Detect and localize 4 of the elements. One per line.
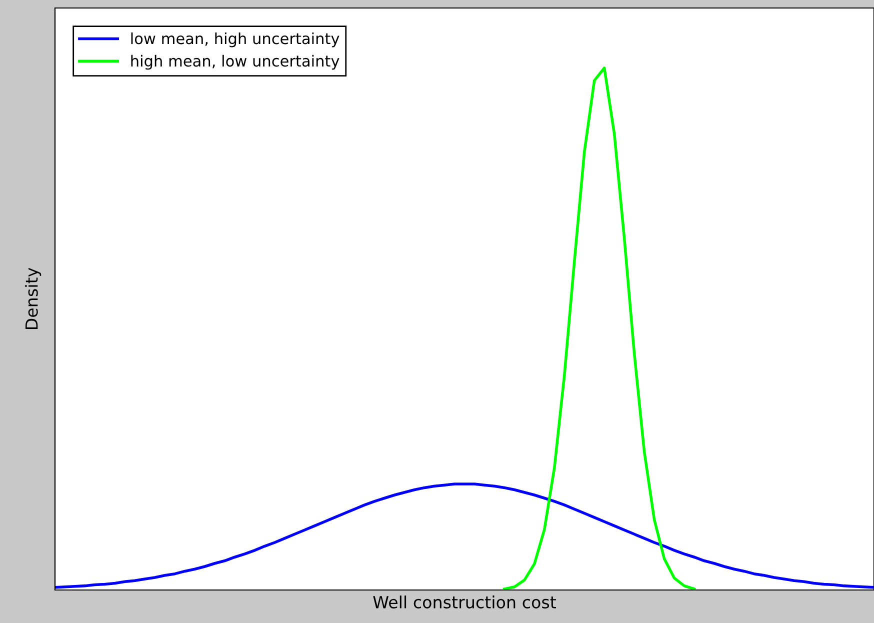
x-axis-title: Well construction cost	[373, 596, 556, 608]
legend-label: high mean, low uncertainty	[131, 54, 340, 70]
legend-label: low mean, high uncertainty	[131, 32, 340, 48]
y-axis-title: Density	[24, 268, 42, 330]
